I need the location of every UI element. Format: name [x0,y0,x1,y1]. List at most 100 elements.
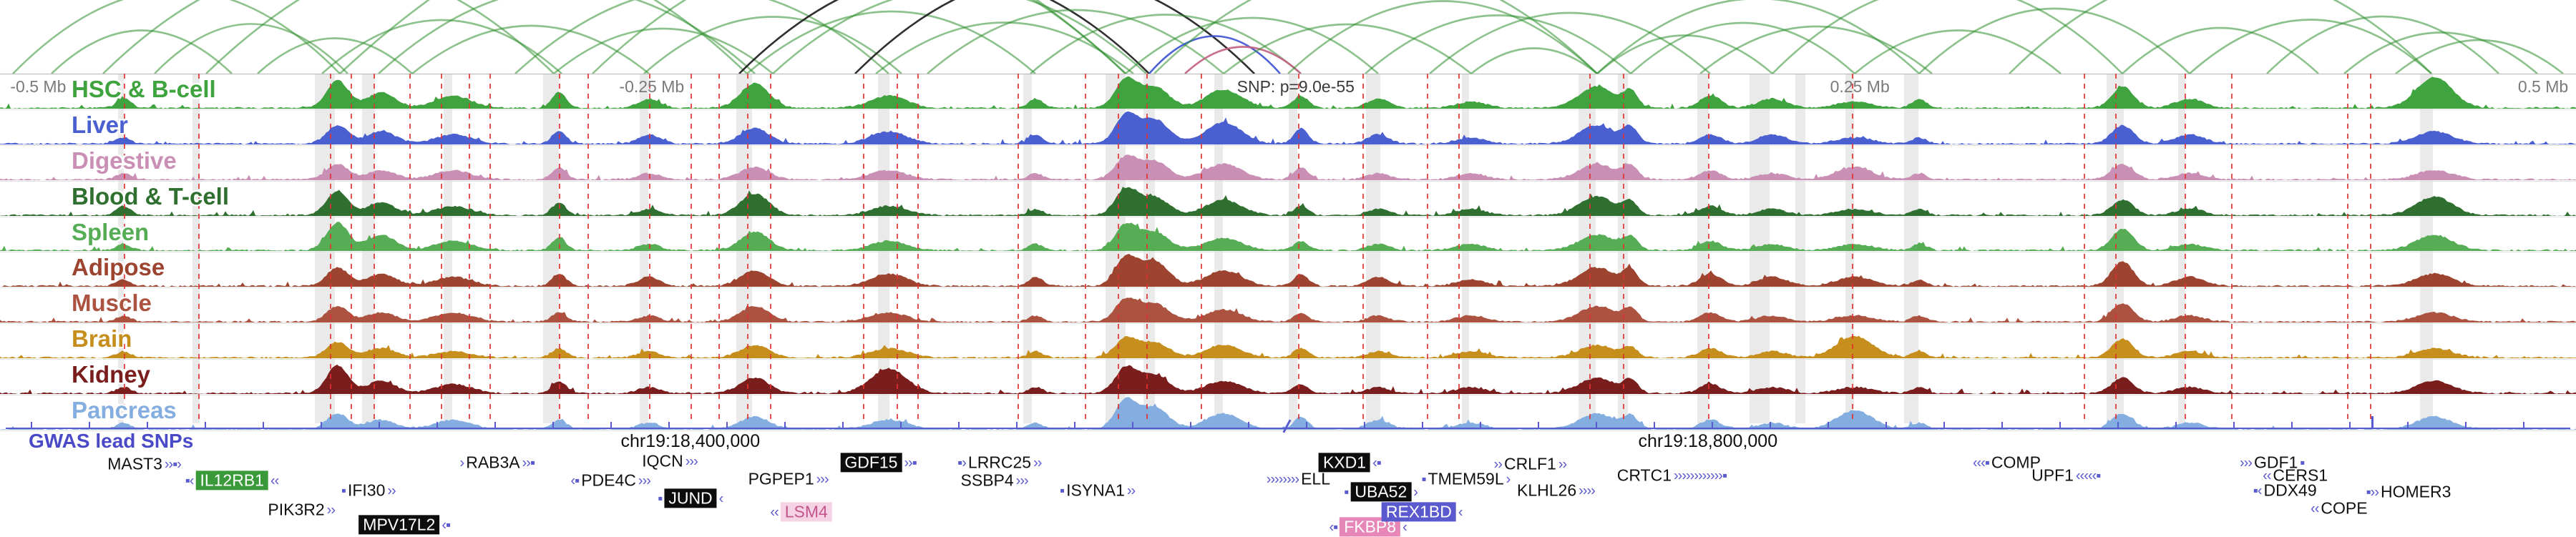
interaction-arc [1148,35,1281,74]
track-row-blood-t-cell[interactable]: Blood & T-cell [0,182,2576,217]
gene-ell[interactable]: ›››››››› ELL [1267,470,1330,488]
gene-crlf1[interactable]: ›› CRLF1 ›› [1494,455,1568,473]
ruler-tick [1828,422,1830,428]
track-label: Kidney [72,361,151,388]
gene-structure-icon: ‹▪ [570,472,580,488]
gwas-lead-snps-label: GWAS lead SNPs [29,430,194,452]
ruler-tick [2117,422,2119,428]
track-row-hsc-b-cell[interactable]: HSC & B-cell [0,74,2576,110]
interaction-arc [1699,25,1933,74]
gene-lrrc25[interactable]: ▪› LRRC25 ›› [957,453,1042,472]
gene-structure-icon: ›››› [1579,482,1596,498]
gene-label: UBA52 [1350,482,1412,502]
interaction-arc [1470,47,1598,74]
gene-tmem59l[interactable]: ▪ TMEM59L › [1421,470,1511,488]
track-row-muscle[interactable]: Muscle [0,288,2576,325]
gene-structure-icon: ››› [638,472,651,488]
gene-cers1[interactable]: ‹‹ CERS1 [2263,465,2328,485]
gene-kxd1[interactable]: KXD1 ‹▪ [1318,453,1382,473]
gene-structure-icon: ‹▪ [441,516,451,533]
signal-plot [0,254,2576,287]
track-row-adipose[interactable]: Adipose [0,252,2576,289]
gene-lsm4[interactable]: ‹‹ LSM4 [770,502,832,522]
ruler-tick [1654,422,1656,428]
ruler-tick [2523,422,2525,428]
ruler-tick [1132,422,1134,428]
ruler-tick [842,422,844,428]
gene-jund[interactable]: ▪ JUND ‹ [658,488,723,508]
gene-label: MPV17L2 [358,515,440,535]
gene-structure-icon: ‹▪ [1372,454,1382,471]
interaction-arc [1184,46,1302,74]
gene-comp[interactable]: ‹‹‹▪ COMP [1973,453,2041,472]
gene-label: CRTC1 [1616,465,1672,485]
gene-isyna1[interactable]: ▪ ISYNA1 ›› [1059,481,1136,500]
ruler-tick [1422,422,1424,428]
gene-iqcn[interactable]: IQCN ››› [642,452,698,471]
gene-structure-icon: ‹‹ [2263,467,2271,483]
gene-il12rb1[interactable]: ▪‹ IL12RB1 ‹‹ [185,471,279,491]
gene-pik3r2[interactable]: PIK3R2 ›› [268,501,336,519]
gene-label: FKBP8 [1340,517,1401,537]
gene-structure-icon: ››› [816,471,829,487]
gene-mpv17l2[interactable]: MPV17L2 ‹▪ [358,515,451,535]
track-label: Blood & T-cell [72,182,230,210]
gene-structure-icon: ▪ [1059,482,1065,498]
gene-structure-icon: ››››››››››››▪ [1674,467,1727,483]
signal-plot [0,335,2576,359]
ruler-tick [2059,422,2062,428]
ruler-tick [379,422,381,428]
interaction-arc [321,19,562,74]
interaction-arc [1287,0,1598,74]
track-label: Muscle [72,290,152,317]
gene-rab3a[interactable]: › RAB3A ››▪ [460,453,536,472]
interaction-arc [1772,0,2123,74]
track-row-spleen[interactable]: Spleen [0,217,2576,253]
ruler-tick [263,422,265,428]
track-row-liver[interactable]: Liver [0,110,2576,146]
gene-pgpep1[interactable]: PGPEP1 ››› [748,470,829,488]
gene-mast3[interactable]: MAST3 ››▪› [107,455,182,473]
interaction-arc [1125,16,1379,74]
gene-klhl26[interactable]: KLHL26 ›››› [1517,481,1596,500]
track-label: Adipose [72,254,165,281]
gene-ssbp4[interactable]: SSBP4 ››› [961,471,1029,490]
gene-structure-icon: ▪ [341,482,346,498]
gene-label: HOMER3 [2381,482,2451,501]
gene-fkbp8[interactable]: ‹▪ FKBP8 ‹ [1329,517,1407,537]
gene-label: REX1BD [1381,502,1456,522]
gene-uba52[interactable]: ▪ UBA52 › [1344,482,1418,502]
ruler-tick [958,422,960,428]
signal-plot [0,297,2576,323]
gene-homer3[interactable]: ▪›› HOMER3 [2366,483,2451,501]
gene-rex1bd[interactable]: REX1BD ‹ [1381,502,1463,522]
interaction-arc [553,27,774,74]
gene-ifi30[interactable]: ▪ IFI30 ›› [341,481,396,500]
signal-plot [0,154,2576,180]
track-row-brain[interactable]: Brain [0,324,2576,360]
interaction-arc [1854,29,2062,74]
interaction-arc [1365,14,1631,74]
gene-structure-icon: ▪‹ [2253,482,2263,498]
gene-gdf15[interactable]: GDF15 ››▪ [840,453,917,473]
ruler-tick [2233,422,2235,428]
gene-cope[interactable]: ‹‹ COPE [2311,498,2368,518]
distance-label: 0.5 Mb [2517,77,2569,96]
gene-structure-icon: › [1413,483,1418,500]
ruler-tick [1480,422,1482,428]
gene-label: CERS1 [2273,465,2328,485]
gene-label: COPE [2321,498,2368,518]
ruler-tick [552,422,555,428]
track-row-kidney[interactable]: Kidney [0,360,2576,396]
interaction-arc [1630,21,1855,74]
ruler-tick [436,422,439,428]
gene-pde4c[interactable]: ‹▪ PDE4C ››› [570,471,651,490]
gene-gdf1[interactable]: ››› GDF1 ▪ [2240,453,2305,472]
gene-upf1[interactable]: UPF1 ‹‹‹‹‹▪ [2031,466,2101,485]
ruler-tick [1770,422,1772,428]
interaction-arc [746,10,1036,74]
gene-ddx49[interactable]: ▪‹ DDX49 [2253,481,2317,500]
gene-crtc1[interactable]: CRTC1 ››››››››››››▪ [1616,465,1727,485]
